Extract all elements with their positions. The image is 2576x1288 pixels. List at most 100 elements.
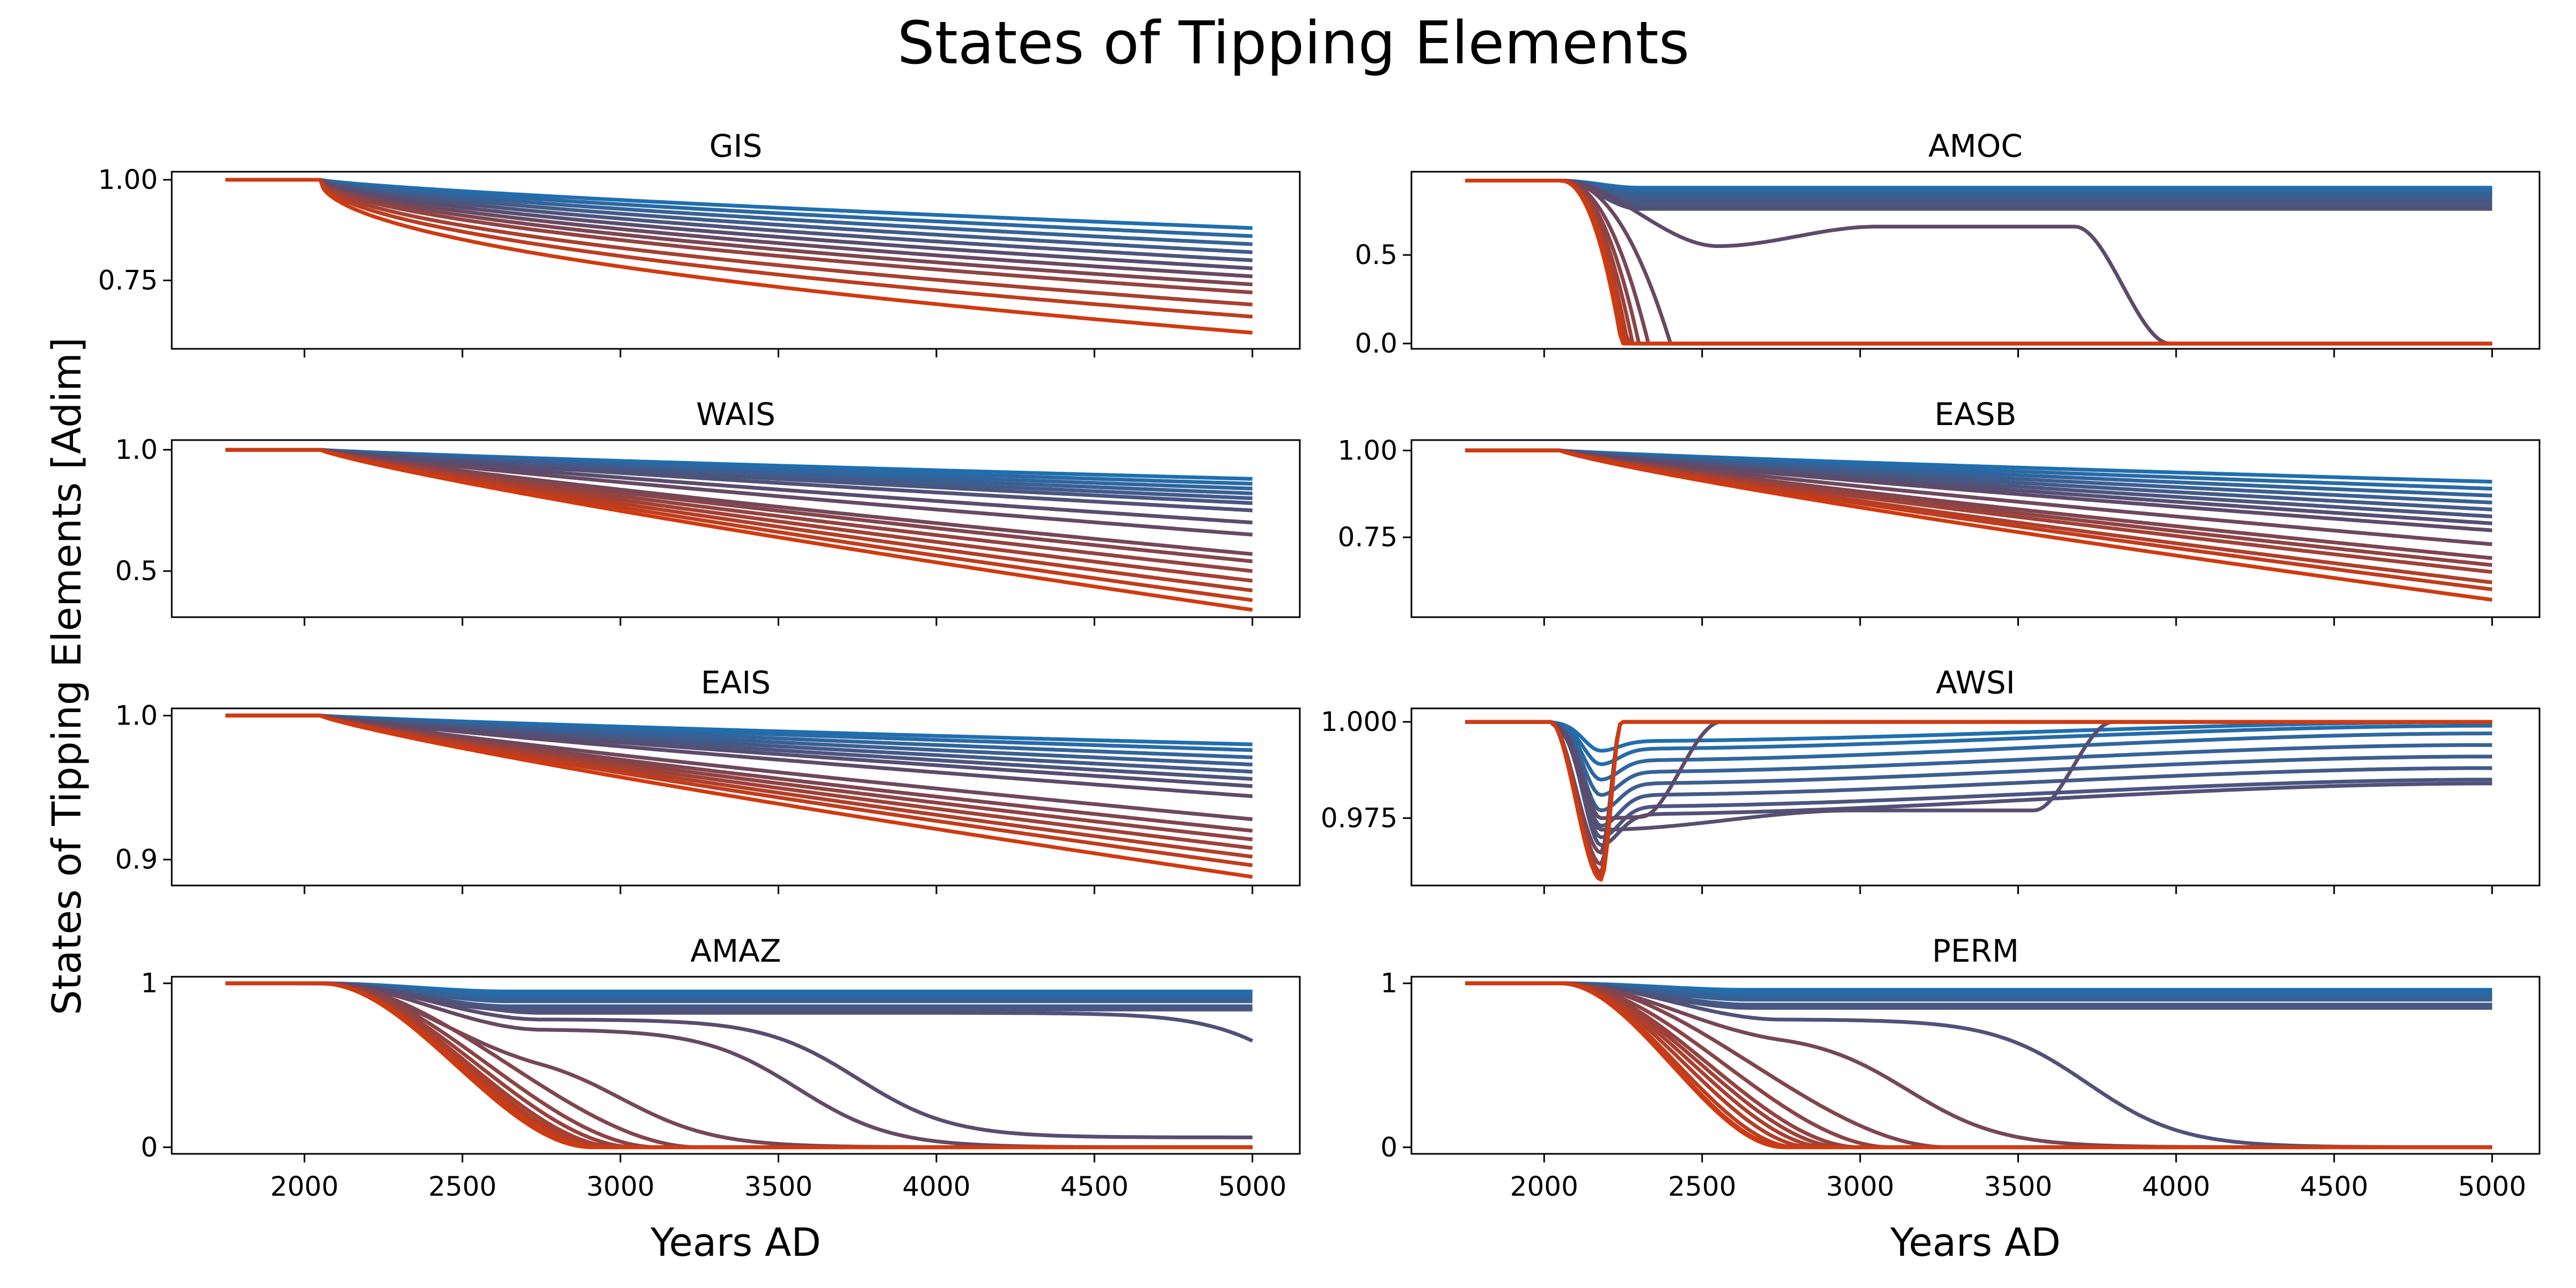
series-line — [225, 713, 1253, 879]
y-tick-label: 0.75 — [98, 265, 158, 296]
series-line — [1465, 720, 2492, 839]
panel-amoc: AMOC 0.0 0.5 — [1355, 128, 2541, 359]
series-group — [1465, 720, 2492, 882]
axes-frame — [1410, 171, 2541, 350]
axes-frame — [1410, 439, 2541, 618]
series-group — [225, 713, 1253, 879]
series-line — [225, 448, 1253, 612]
panel-wais: WAIS 0.5 1.0 — [115, 396, 1301, 626]
series-line — [1465, 720, 2492, 828]
series-line — [1465, 179, 2492, 346]
axes-frame — [1410, 976, 2541, 1155]
y-tick-label: 0.5 — [115, 555, 158, 587]
y-tick-label: 1.000 — [1321, 706, 1397, 737]
series-line — [1465, 720, 2492, 797]
series-line — [225, 178, 1253, 246]
panel-title: EAIS — [701, 664, 771, 701]
series-line — [225, 448, 1253, 537]
y-tick-label: 1.0 — [115, 700, 158, 731]
panel-gis: GIS 0.75 1.00 — [98, 128, 1301, 357]
series-line — [225, 178, 1253, 295]
series-line — [225, 178, 1253, 254]
x-tick-label: 5000 — [2458, 1171, 2526, 1202]
series-group — [225, 178, 1253, 335]
x-tick-label: 4500 — [2300, 1171, 2368, 1202]
axes-frame — [171, 976, 1301, 1155]
series-line — [225, 178, 1253, 238]
series-group — [1465, 179, 2492, 346]
y-tick-label: 0.975 — [1321, 802, 1397, 833]
x-tick-label: 2500 — [428, 1171, 496, 1202]
series-line — [225, 178, 1253, 270]
x-tick-label: 4000 — [902, 1171, 970, 1202]
panel-title: AMAZ — [690, 933, 781, 969]
series-line — [1465, 179, 2492, 208]
series-line — [1465, 720, 2492, 766]
y-tick-label: 1.00 — [98, 164, 158, 195]
panel-eais: EAIS 0.9 1.0 — [115, 664, 1301, 894]
y-tick-label: 1 — [1380, 968, 1397, 999]
series-group — [1465, 448, 2493, 602]
series-line — [225, 178, 1253, 335]
axes-frame — [171, 707, 1301, 887]
axes-frame — [171, 171, 1301, 350]
figure-ylabel: States of Tipping Elements [Adim] — [44, 337, 90, 1015]
panel-title: GIS — [709, 128, 763, 164]
panel-awsi: AWSI 0.975 1.000 — [1321, 664, 2541, 894]
series-line — [225, 178, 1253, 306]
panel-title: AWSI — [1936, 664, 2015, 701]
figure-title: States of Tipping Elements — [897, 9, 1689, 77]
x-tick-label: 4000 — [2142, 1171, 2210, 1202]
x-tick-label: 5000 — [1218, 1171, 1286, 1202]
panel-title: EASB — [1935, 396, 2017, 433]
y-tick-label: 0 — [1380, 1132, 1397, 1163]
series-line — [225, 178, 1253, 262]
x-tick-label: 3500 — [1984, 1171, 2052, 1202]
x-tick-label: 4500 — [1060, 1171, 1129, 1202]
axes-frame — [171, 439, 1301, 618]
y-tick-label: 0.75 — [1338, 522, 1397, 553]
series-line — [1465, 981, 2492, 1150]
series-group — [225, 448, 1253, 612]
panel-easb: EASB 0.75 1.00 — [1338, 396, 2541, 626]
panel-amaz: AMAZ 2000 2500 3000 3500 4000 4500 5000 0 1 Years … — [141, 933, 1301, 1265]
series-line — [225, 178, 1253, 230]
panel-perm: PERM 2000 2500 3000 3500 4000 4500 5000 0 1 Years … — [1380, 933, 2541, 1265]
y-tick-label: 0.9 — [115, 844, 158, 875]
series-line — [225, 981, 1253, 1139]
y-tick-label: 1 — [141, 968, 158, 999]
x-tick-label: 2500 — [1668, 1171, 1736, 1202]
panel-title: WAIS — [696, 396, 775, 433]
panel-title: AMOC — [1928, 128, 2023, 164]
series-group — [1465, 981, 2492, 1150]
series-line — [225, 713, 1253, 799]
axes-frame — [1410, 707, 2541, 887]
series-line — [225, 178, 1253, 319]
panels: GIS0.751.00AMOC0.00.5WAIS0.51.0EASB0.751… — [98, 128, 2541, 1265]
x-tick-label: 2000 — [270, 1171, 339, 1202]
series-line — [225, 178, 1253, 279]
x-axis-label: Years AD — [650, 1220, 821, 1265]
series-line — [1465, 720, 2492, 782]
series-line — [1465, 720, 2492, 813]
series-line — [225, 981, 1253, 1150]
series-line — [1465, 179, 2492, 204]
series-line — [1465, 179, 2492, 200]
x-tick-label: 3000 — [586, 1171, 654, 1202]
x-tick-label: 2000 — [1510, 1171, 1578, 1202]
x-axis-label: Years AD — [1890, 1220, 2061, 1265]
y-tick-label: 0.0 — [1355, 328, 1397, 359]
series-group — [225, 981, 1254, 1150]
y-tick-label: 1.0 — [115, 434, 158, 465]
series-line — [1465, 720, 2492, 882]
y-tick-label: 1.00 — [1338, 435, 1397, 466]
y-tick-label: 0.5 — [1355, 239, 1397, 270]
series-line — [1465, 448, 2493, 602]
y-tick-label: 0 — [141, 1132, 158, 1163]
x-tick-label: 3500 — [744, 1171, 813, 1202]
series-line — [1465, 720, 2492, 866]
series-line — [1465, 720, 2492, 753]
x-tick-label: 3000 — [1826, 1171, 1894, 1202]
series-line — [1465, 179, 2492, 211]
